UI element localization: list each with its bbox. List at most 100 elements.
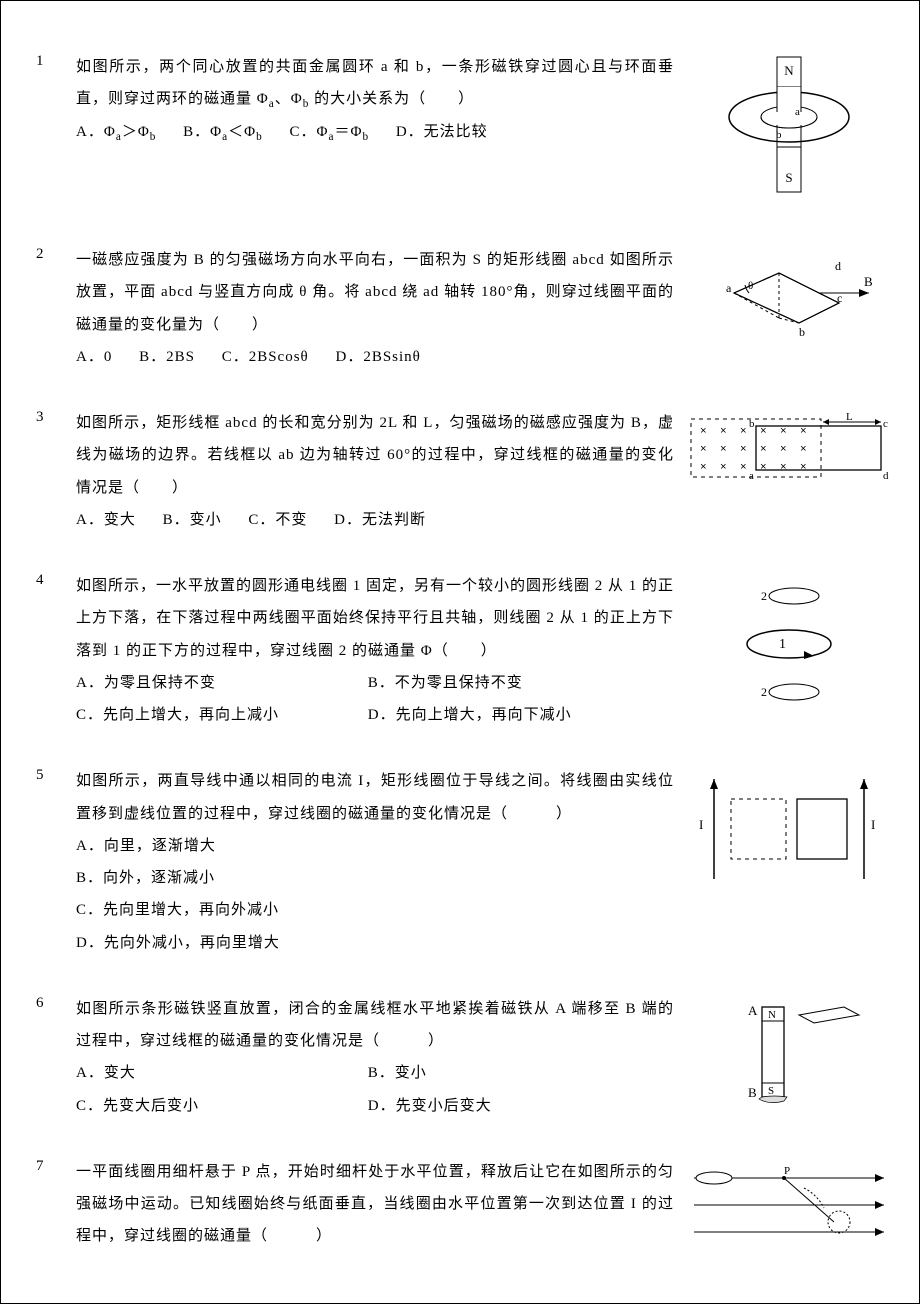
svg-text:b: b bbox=[799, 325, 805, 339]
svg-text:2: 2 bbox=[761, 685, 767, 699]
option-c: C．先向上增大，再向上减小 bbox=[76, 699, 363, 731]
problem-7: 7 一平面线圈用细杆悬于 P 点，开始时细杆处于水平位置，释放后让它在如图所示的… bbox=[36, 1156, 891, 1253]
figure-4: 2 1 2 bbox=[686, 570, 891, 714]
problem-options: A．向里，逐渐增大 B．向外，逐渐减小 C．先向里增大，再向外减小 D．先向外减… bbox=[76, 830, 674, 959]
svg-text:B: B bbox=[748, 1085, 757, 1100]
problem-body: 如图所示，两直导线中通以相同的电流 I，矩形线圈位于导线之间。将线圈由实线位置移… bbox=[76, 765, 686, 959]
svg-text:×: × bbox=[760, 462, 767, 474]
option-d: D．先向外减小，再向里增大 bbox=[76, 927, 674, 959]
problem-number: 2 bbox=[36, 244, 76, 263]
svg-text:N: N bbox=[784, 63, 794, 78]
option-a: A．为零且保持不变 bbox=[76, 667, 363, 699]
svg-text:N: N bbox=[768, 1009, 776, 1021]
problem-2: 2 一磁感应强度为 B 的匀强磁场方向水平向右，一面积为 S 的矩形线圈 abc… bbox=[36, 244, 891, 373]
option-c: C．不变 bbox=[248, 504, 307, 536]
svg-text:b: b bbox=[749, 418, 755, 430]
option-b: B．不为零且保持不变 bbox=[368, 667, 655, 699]
svg-text:×: × bbox=[740, 462, 747, 474]
svg-text:×: × bbox=[720, 426, 727, 438]
svg-text:×: × bbox=[780, 426, 787, 438]
svg-text:c: c bbox=[837, 291, 842, 305]
problem-number: 4 bbox=[36, 570, 76, 589]
problem-options: A．0 B．2BS C．2BScosθ D．2BSsinθ bbox=[76, 341, 674, 373]
figure-3: ×××××× ×××××× ×××××× b a c d L bbox=[686, 407, 891, 491]
svg-text:a: a bbox=[749, 470, 754, 482]
svg-text:I: I bbox=[871, 817, 875, 832]
problem-stem: 如图所示，矩形线框 abcd 的长和宽分别为 2L 和 L，匀强磁场的磁感应强度… bbox=[76, 407, 674, 504]
option-c: C．Φa＝Φb bbox=[289, 116, 369, 149]
svg-text:θ: θ bbox=[748, 280, 753, 292]
svg-text:a: a bbox=[795, 106, 800, 118]
figure-7: P bbox=[686, 1156, 891, 1250]
svg-text:×: × bbox=[700, 462, 707, 474]
problem-3: 3 如图所示，矩形线框 abcd 的长和宽分别为 2L 和 L，匀强磁场的磁感应… bbox=[36, 407, 891, 536]
problem-6: 6 如图所示条形磁铁竖直放置，闭合的金属线框水平地紧挨着磁铁从 A 端移至 B … bbox=[36, 993, 891, 1122]
problem-stem: 如图所示，两直导线中通以相同的电流 I，矩形线圈位于导线之间。将线圈由实线位置移… bbox=[76, 765, 674, 830]
problem-number: 6 bbox=[36, 993, 76, 1012]
problem-body: 一磁感应强度为 B 的匀强磁场方向水平向右，一面积为 S 的矩形线圈 abcd … bbox=[76, 244, 686, 373]
svg-text:L: L bbox=[846, 411, 853, 423]
problem-number: 7 bbox=[36, 1156, 76, 1175]
problem-options: A．变大 B．变小 C．不变 D．无法判断 bbox=[76, 504, 674, 536]
problem-number: 3 bbox=[36, 407, 76, 426]
svg-text:1: 1 bbox=[779, 637, 786, 652]
problem-body: 如图所示条形磁铁竖直放置，闭合的金属线框水平地紧挨着磁铁从 A 端移至 B 端的… bbox=[76, 993, 686, 1122]
problem-stem: 一平面线圈用细杆悬于 P 点，开始时细杆处于水平位置，释放后让它在如图所示的匀强… bbox=[76, 1156, 674, 1253]
svg-text:×: × bbox=[700, 444, 707, 456]
svg-text:×: × bbox=[740, 426, 747, 438]
figure-1: N a b S bbox=[686, 51, 891, 210]
exam-page: 1 如图所示，两个同心放置的共面金属圆环 a 和 b，一条形磁铁穿过圆心且与环面… bbox=[0, 0, 920, 1304]
option-d: D．先变小后变大 bbox=[368, 1090, 655, 1122]
problem-body: 如图所示，两个同心放置的共面金属圆环 a 和 b，一条形磁铁穿过圆心且与环面垂直… bbox=[76, 51, 686, 150]
figure-2: B a b c d θ bbox=[686, 244, 891, 358]
problem-stem: 如图所示，一水平放置的圆形通电线圈 1 固定，另有一个较小的圆形线圈 2 从 1… bbox=[76, 570, 674, 667]
option-d: D．2BSsinθ bbox=[336, 341, 421, 373]
problem-stem: 一磁感应强度为 B 的匀强磁场方向水平向右，一面积为 S 的矩形线圈 abcd … bbox=[76, 244, 674, 341]
svg-text:×: × bbox=[780, 462, 787, 474]
option-b: B．Φa＜Φb bbox=[183, 116, 263, 149]
option-c: C．先变大后变小 bbox=[76, 1090, 363, 1122]
figure-6: N S A B bbox=[686, 993, 891, 1112]
svg-text:S: S bbox=[785, 170, 792, 185]
svg-text:I: I bbox=[699, 817, 703, 832]
svg-text:×: × bbox=[740, 444, 747, 456]
option-a: A．Φa＞Φb bbox=[76, 116, 156, 149]
problem-options: A．为零且保持不变 B．不为零且保持不变 C．先向上增大，再向上减小 D．先向上… bbox=[76, 667, 674, 732]
problem-stem: 如图所示条形磁铁竖直放置，闭合的金属线框水平地紧挨着磁铁从 A 端移至 B 端的… bbox=[76, 993, 674, 1058]
option-a: A．向里，逐渐增大 bbox=[76, 830, 674, 862]
svg-text:S: S bbox=[768, 1085, 774, 1097]
option-d: D．先向上增大，再向下减小 bbox=[368, 699, 655, 731]
svg-text:B: B bbox=[864, 274, 873, 289]
svg-text:×: × bbox=[760, 426, 767, 438]
svg-text:×: × bbox=[760, 444, 767, 456]
option-b: B．变小 bbox=[163, 504, 222, 536]
svg-text:A: A bbox=[748, 1003, 758, 1018]
problem-number: 5 bbox=[36, 765, 76, 784]
problem-body: 如图所示，矩形线框 abcd 的长和宽分别为 2L 和 L，匀强磁场的磁感应强度… bbox=[76, 407, 686, 536]
option-b: B．向外，逐渐减小 bbox=[76, 862, 674, 894]
option-a: A．0 bbox=[76, 341, 112, 373]
svg-text:×: × bbox=[800, 426, 807, 438]
problem-body: 一平面线圈用细杆悬于 P 点，开始时细杆处于水平位置，释放后让它在如图所示的匀强… bbox=[76, 1156, 686, 1253]
svg-text:×: × bbox=[700, 426, 707, 438]
option-c: C．2BScosθ bbox=[222, 341, 309, 373]
option-a: A．变大 bbox=[76, 1057, 363, 1089]
figure-5: I I bbox=[686, 765, 891, 889]
svg-text:a: a bbox=[726, 281, 732, 295]
option-d: D．无法判断 bbox=[334, 504, 426, 536]
problem-4: 4 如图所示，一水平放置的圆形通电线圈 1 固定，另有一个较小的圆形线圈 2 从… bbox=[36, 570, 891, 731]
problem-1: 1 如图所示，两个同心放置的共面金属圆环 a 和 b，一条形磁铁穿过圆心且与环面… bbox=[36, 51, 891, 210]
option-c: C．先向里增大，再向外减小 bbox=[76, 894, 674, 926]
svg-text:×: × bbox=[800, 444, 807, 456]
problem-body: 如图所示，一水平放置的圆形通电线圈 1 固定，另有一个较小的圆形线圈 2 从 1… bbox=[76, 570, 686, 731]
svg-text:×: × bbox=[780, 444, 787, 456]
problem-5: 5 如图所示，两直导线中通以相同的电流 I，矩形线圈位于导线之间。将线圈由实线位… bbox=[36, 765, 891, 959]
problem-options: A．变大 B．变小 C．先变大后变小 D．先变小后变大 bbox=[76, 1057, 674, 1122]
svg-text:×: × bbox=[720, 444, 727, 456]
problem-stem: 如图所示，两个同心放置的共面金属圆环 a 和 b，一条形磁铁穿过圆心且与环面垂直… bbox=[76, 51, 674, 116]
svg-text:×: × bbox=[720, 462, 727, 474]
svg-text:P: P bbox=[784, 1165, 790, 1177]
svg-text:d: d bbox=[835, 259, 841, 273]
option-b: B．2BS bbox=[139, 341, 195, 373]
svg-text:2: 2 bbox=[761, 589, 767, 603]
